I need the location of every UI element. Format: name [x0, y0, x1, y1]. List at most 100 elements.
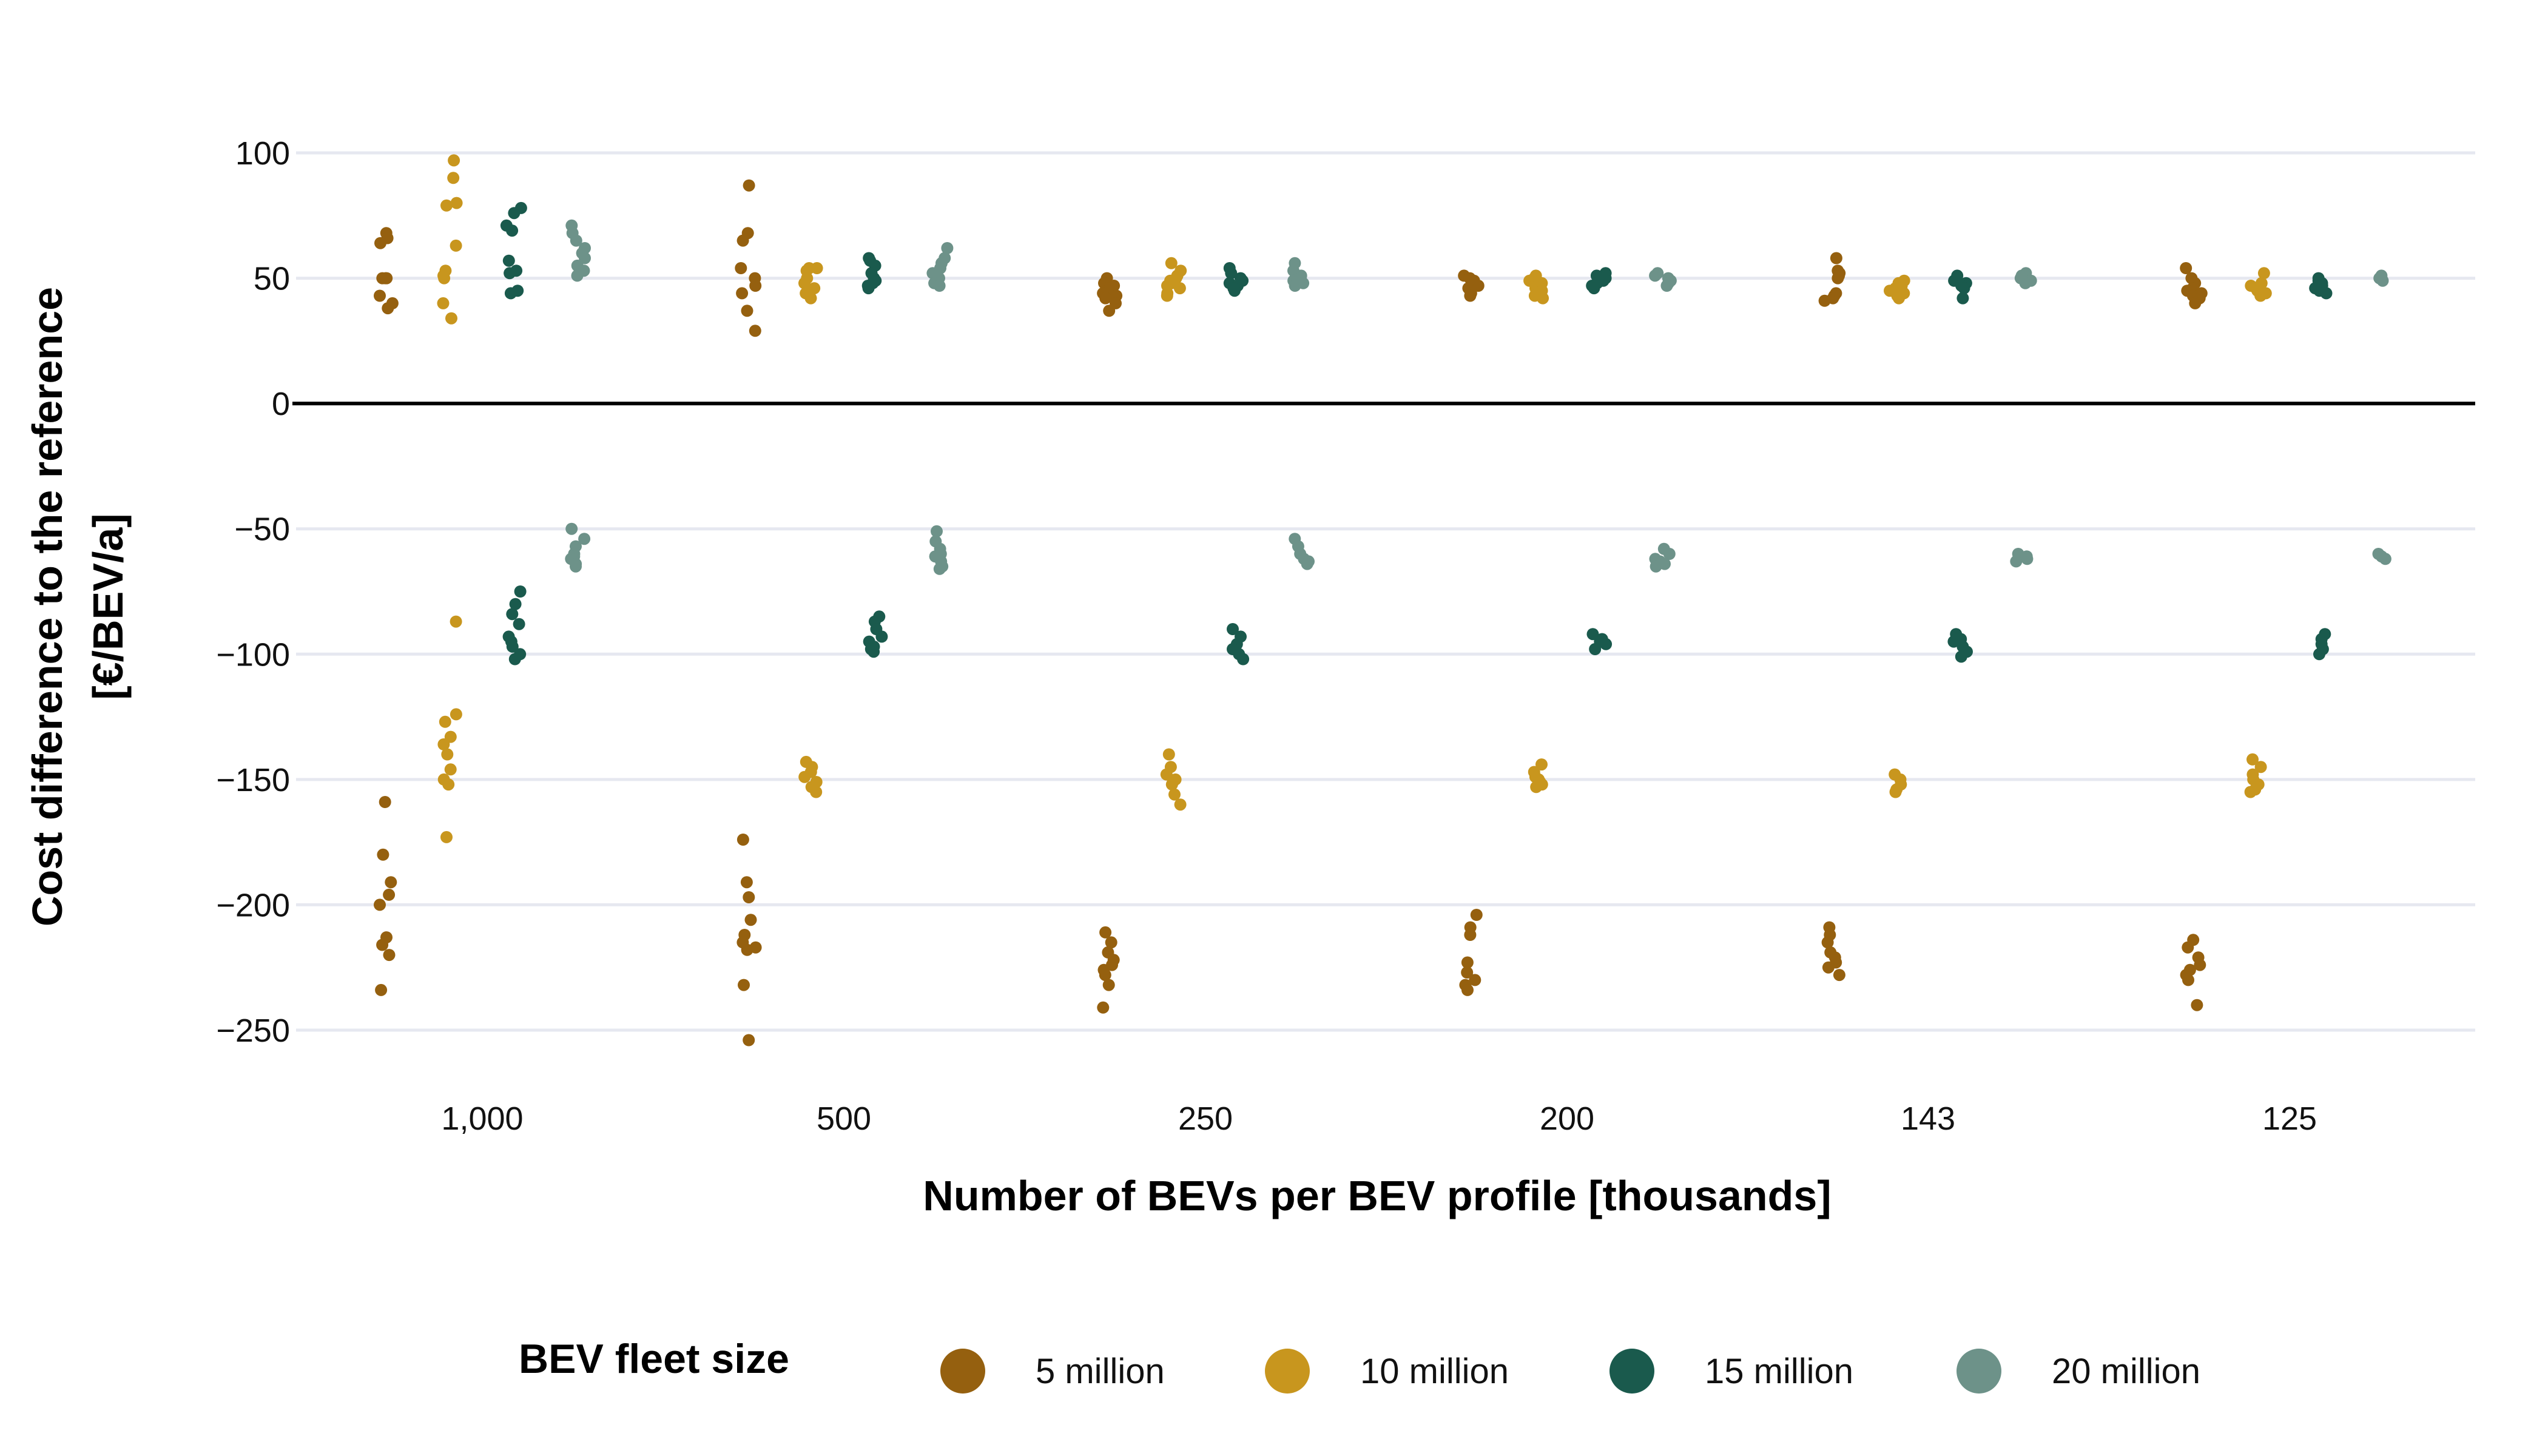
data-point: [811, 262, 823, 274]
data-point: [2244, 786, 2257, 798]
grid-layer: [296, 151, 2475, 1032]
data-point: [385, 876, 397, 889]
data-point: [506, 224, 519, 237]
y-tick-label: 0: [272, 386, 290, 422]
data-point: [2320, 287, 2333, 300]
data-point: [438, 272, 451, 285]
data-point: [2182, 941, 2194, 954]
data-point: [1097, 1001, 1110, 1014]
data-point: [2182, 974, 2194, 986]
data-point: [379, 796, 391, 808]
data-point: [2376, 274, 2389, 287]
data-point: [2010, 555, 2023, 568]
legend: BEV fleet size 5 million 10 million 15 mil…: [519, 1336, 2200, 1394]
data-point: [743, 891, 755, 903]
data-point: [506, 640, 519, 653]
data-point: [1535, 758, 1548, 771]
data-point: [749, 325, 761, 337]
data-point: [374, 898, 386, 911]
data-point: [508, 207, 521, 220]
data-point: [933, 562, 946, 575]
data-point: [741, 943, 753, 956]
data-point: [735, 262, 747, 274]
data-point: [450, 197, 463, 209]
data-point: [1832, 272, 1844, 285]
data-point: [1461, 956, 1474, 969]
data-point: [578, 533, 591, 545]
data-point: [1099, 926, 1112, 939]
data-point: [579, 252, 591, 265]
data-point: [1237, 653, 1250, 666]
data-point: [744, 914, 757, 926]
data-point: [509, 598, 522, 610]
data-point: [868, 645, 880, 658]
data-point: [506, 608, 519, 621]
data-point: [798, 770, 811, 783]
data-point: [1650, 560, 1662, 573]
data-point: [2191, 999, 2203, 1011]
data-point: [1893, 292, 1905, 305]
data-point: [1165, 778, 1178, 791]
y-axis-title: Cost difference to the reference: [24, 287, 71, 926]
data-point: [743, 1034, 755, 1046]
legend-marker: [1265, 1349, 1310, 1394]
legend-marker: [940, 1349, 985, 1394]
legend-label: 10 million: [1360, 1352, 1509, 1391]
data-point: [2019, 277, 2032, 289]
data-point: [1537, 292, 1549, 305]
data-point: [1301, 558, 1313, 570]
data-point: [1958, 282, 1970, 295]
data-point: [439, 715, 451, 728]
data-point: [2313, 648, 2325, 661]
data-point: [1227, 623, 1239, 635]
data-point: [1162, 748, 1175, 761]
data-point: [933, 280, 946, 292]
data-point: [377, 848, 389, 861]
data-point: [1099, 292, 1112, 305]
data-point: [380, 272, 393, 285]
data-point: [2254, 761, 2267, 774]
data-point: [513, 618, 525, 630]
data-point: [736, 234, 749, 247]
data-point: [565, 522, 578, 535]
data-point: [383, 888, 396, 901]
data-point: [1955, 650, 1967, 663]
y-tick-label: −100: [216, 636, 290, 673]
data-point: [2021, 553, 2034, 565]
data-point: [444, 763, 457, 776]
data-point: [1173, 282, 1186, 295]
data-point: [570, 234, 582, 247]
data-point: [931, 525, 943, 538]
data-point: [741, 305, 753, 317]
data-point: [1818, 294, 1831, 307]
data-point: [2254, 289, 2267, 302]
y-axis-title-line-2-text: [€/BEV/a]: [84, 513, 132, 699]
data-point: [1165, 257, 1178, 269]
data-point: [382, 302, 394, 315]
x-tick-labels: 1,000 500 250 200 143 125: [441, 1100, 2317, 1137]
data-point: [1889, 786, 1902, 798]
legend-title: BEV fleet size: [519, 1336, 789, 1382]
legend-item: 20 million: [1956, 1349, 2200, 1394]
data-point: [437, 738, 450, 750]
legend-label: 20 million: [2052, 1352, 2200, 1391]
data-point: [1464, 289, 1477, 302]
data-point: [383, 949, 396, 962]
legend-label: 5 million: [1036, 1352, 1165, 1391]
data-point: [1649, 269, 1662, 282]
data-point: [450, 239, 462, 252]
data-point: [1660, 280, 1673, 292]
data-point: [502, 254, 515, 267]
data-point: [941, 242, 954, 254]
x-tick-label: 250: [1178, 1100, 1233, 1137]
data-point: [1470, 909, 1483, 921]
y-tick-label: 50: [254, 261, 290, 297]
x-tick-label: 125: [2262, 1100, 2317, 1137]
data-point: [875, 630, 888, 643]
data-point: [738, 979, 750, 991]
x-tick-label: 1,000: [441, 1100, 523, 1137]
data-point: [1464, 929, 1477, 941]
data-point: [1588, 282, 1600, 295]
